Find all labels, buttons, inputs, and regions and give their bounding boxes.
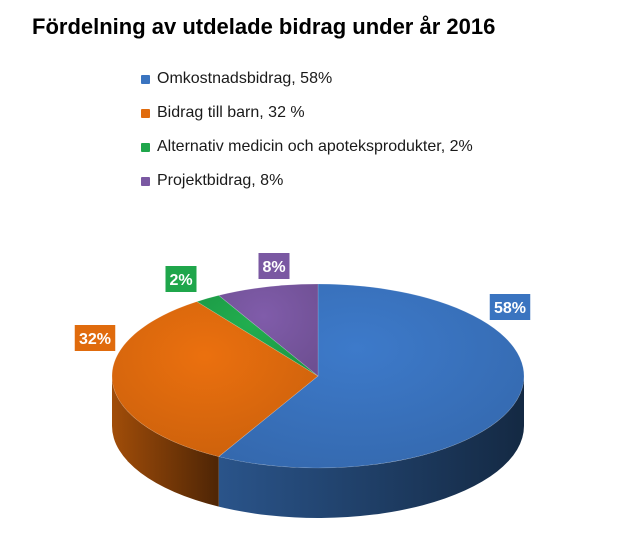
pie-side-0 — [218, 376, 525, 518]
legend: Omkostnadsbidrag, 58% Bidrag till barn, … — [141, 62, 473, 198]
svg-text:58%: 58% — [494, 300, 526, 317]
pie-slice-1 — [111, 301, 319, 457]
legend-item-projektbidrag: Projektbidrag, 8% — [141, 164, 473, 198]
legend-label-projektbidrag: Projektbidrag, 8% — [157, 172, 284, 189]
legend-swatch-alternativ-medicin — [141, 142, 150, 152]
legend-item-omkostnadsbidrag: Omkostnadsbidrag, 58% — [141, 62, 473, 96]
legend-swatch-projektbidrag — [141, 176, 150, 186]
svg-text:8%: 8% — [262, 259, 285, 276]
data-label-1: 32% — [74, 325, 116, 351]
pie-side-1 — [111, 376, 219, 507]
legend-label-omkostnadsbidrag: Omkostnadsbidrag, 58% — [157, 70, 333, 87]
svg-text:2%: 2% — [169, 272, 192, 289]
pie-slice-0 — [218, 283, 525, 469]
legend-swatch-omkostnadsbidrag — [141, 74, 150, 84]
legend-label-alternativ-medicin: Alternativ medicin och apoteksprodukter,… — [157, 138, 473, 155]
data-label-3: 8% — [258, 253, 290, 279]
pie-slice-3 — [218, 283, 319, 377]
pie-slice-2 — [196, 295, 319, 377]
legend-item-alternativ-medicin: Alternativ medicin och apoteksprodukter,… — [141, 130, 473, 164]
legend-swatch-bidrag-till-barn — [141, 108, 150, 118]
legend-label-bidrag-till-barn: Bidrag till barn, 32 % — [157, 104, 305, 121]
legend-item-bidrag-till-barn: Bidrag till barn, 32 % — [141, 96, 473, 130]
svg-text:32%: 32% — [79, 331, 111, 348]
data-label-2: 2% — [165, 266, 197, 292]
chart-title: Fördelning av utdelade bidrag under år 2… — [32, 14, 496, 39]
data-label-0: 58% — [489, 294, 531, 320]
